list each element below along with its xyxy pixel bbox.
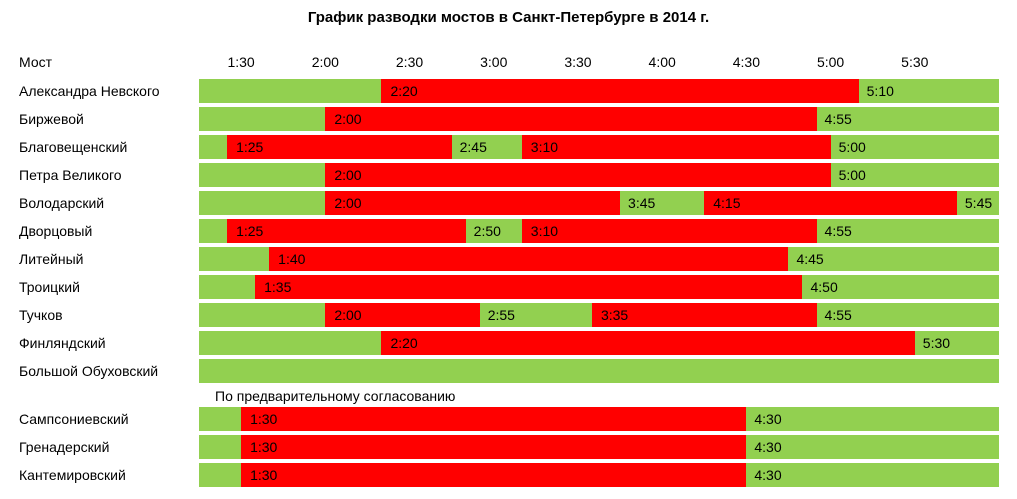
- open-interval-bar: [255, 275, 803, 299]
- open-interval-bar: [325, 107, 817, 131]
- close-time-label: 4:45: [796, 251, 824, 267]
- close-time-label: 4:55: [824, 307, 852, 323]
- open-time-label: 2:00: [334, 167, 362, 183]
- open-time-label: 3:10: [530, 139, 559, 155]
- section-note: По предварительному согласованию: [215, 388, 456, 404]
- bridge-name: Кантемировский: [19, 467, 126, 483]
- close-time-label: 2:50: [473, 223, 501, 239]
- bridge-name: Петра Великого: [19, 167, 122, 183]
- close-time-label: 2:45: [459, 139, 487, 155]
- column-header-bridge: Мост: [19, 54, 53, 70]
- close-time-label: 4:55: [824, 223, 852, 239]
- open-interval-bar: [521, 135, 831, 159]
- open-interval-bar: [325, 191, 621, 215]
- close-time-label: 4:30: [754, 467, 782, 483]
- close-time-label: 3:45: [628, 195, 656, 211]
- close-time-label: 4:55: [824, 111, 852, 127]
- bridge-name: Сампсониевский: [19, 411, 129, 427]
- bridge-name: Благовещенский: [19, 139, 128, 155]
- open-interval-bar: [704, 191, 957, 215]
- bridge-name: Литейный: [19, 251, 84, 267]
- close-time-label: 4:30: [754, 411, 782, 427]
- x-tick-label: 1:30: [227, 54, 255, 70]
- open-interval-bar: [269, 247, 789, 271]
- open-time-label: 1:40: [278, 251, 306, 267]
- x-tick-label: 5:00: [816, 54, 845, 70]
- open-interval-bar: [241, 435, 747, 459]
- bridge-name: Биржевой: [19, 111, 84, 127]
- x-tick-label: 3:00: [480, 54, 508, 70]
- open-time-label: 2:00: [334, 195, 362, 211]
- close-time-label: 4:30: [754, 439, 782, 455]
- open-interval-bar: [521, 219, 817, 243]
- close-time-label: 5:00: [838, 167, 866, 183]
- open-time-label: 1:35: [264, 279, 292, 295]
- open-time-label: 1:30: [250, 467, 278, 483]
- open-time-label: 1:25: [236, 139, 264, 155]
- open-time-label: 1:30: [250, 439, 278, 455]
- close-time-label: 4:50: [810, 279, 838, 295]
- open-time-label: 3:35: [600, 307, 629, 323]
- open-time-label: 3:10: [530, 223, 559, 239]
- bridge-name: Финляндский: [19, 335, 106, 351]
- bridge-name: Дворцовый: [19, 223, 93, 239]
- x-tick-label: 3:30: [564, 54, 592, 70]
- open-interval-bar: [325, 163, 831, 187]
- open-interval-bar: [241, 407, 747, 431]
- bridge-name: Гренадерский: [19, 439, 110, 455]
- open-time-label: 4:15: [713, 195, 741, 211]
- open-time-label: 2:00: [334, 111, 362, 127]
- chart-title: График разводки мостов в Санкт-Петербург…: [307, 9, 710, 26]
- open-time-label: 2:20: [390, 83, 418, 99]
- open-interval-bar: [591, 303, 817, 327]
- open-time-label: 2:20: [390, 335, 418, 351]
- x-tick-label: 2:00: [311, 54, 339, 70]
- bridge-name: Троицкий: [19, 279, 80, 295]
- bridge-name: Большой Обуховский: [19, 363, 159, 379]
- open-interval-bar: [241, 463, 747, 487]
- x-tick-label: 4:30: [732, 54, 760, 70]
- x-tick-label: 4:00: [648, 54, 676, 70]
- open-time-label: 1:25: [236, 223, 264, 239]
- open-interval-bar: [227, 219, 466, 243]
- open-interval-bar: [227, 135, 452, 159]
- bridge-name: Володарский: [19, 195, 105, 211]
- bridge-name: Александра Невского: [19, 83, 160, 99]
- open-interval-bar: [381, 331, 915, 355]
- close-time-label: 5:45: [964, 195, 993, 211]
- bridge-name: Тучков: [19, 307, 63, 323]
- x-tick-label: 5:30: [901, 54, 929, 70]
- open-interval-bar: [381, 79, 859, 103]
- open-time-label: 1:30: [250, 411, 278, 427]
- close-time-label: 5:10: [866, 83, 894, 99]
- close-time-label: 5:00: [838, 139, 866, 155]
- close-time-label: 5:30: [922, 335, 951, 351]
- open-interval-bar: [325, 303, 480, 327]
- closed-bar: [199, 359, 999, 383]
- x-tick-label: 2:30: [395, 54, 424, 70]
- open-time-label: 2:00: [334, 307, 362, 323]
- close-time-label: 2:55: [487, 307, 515, 323]
